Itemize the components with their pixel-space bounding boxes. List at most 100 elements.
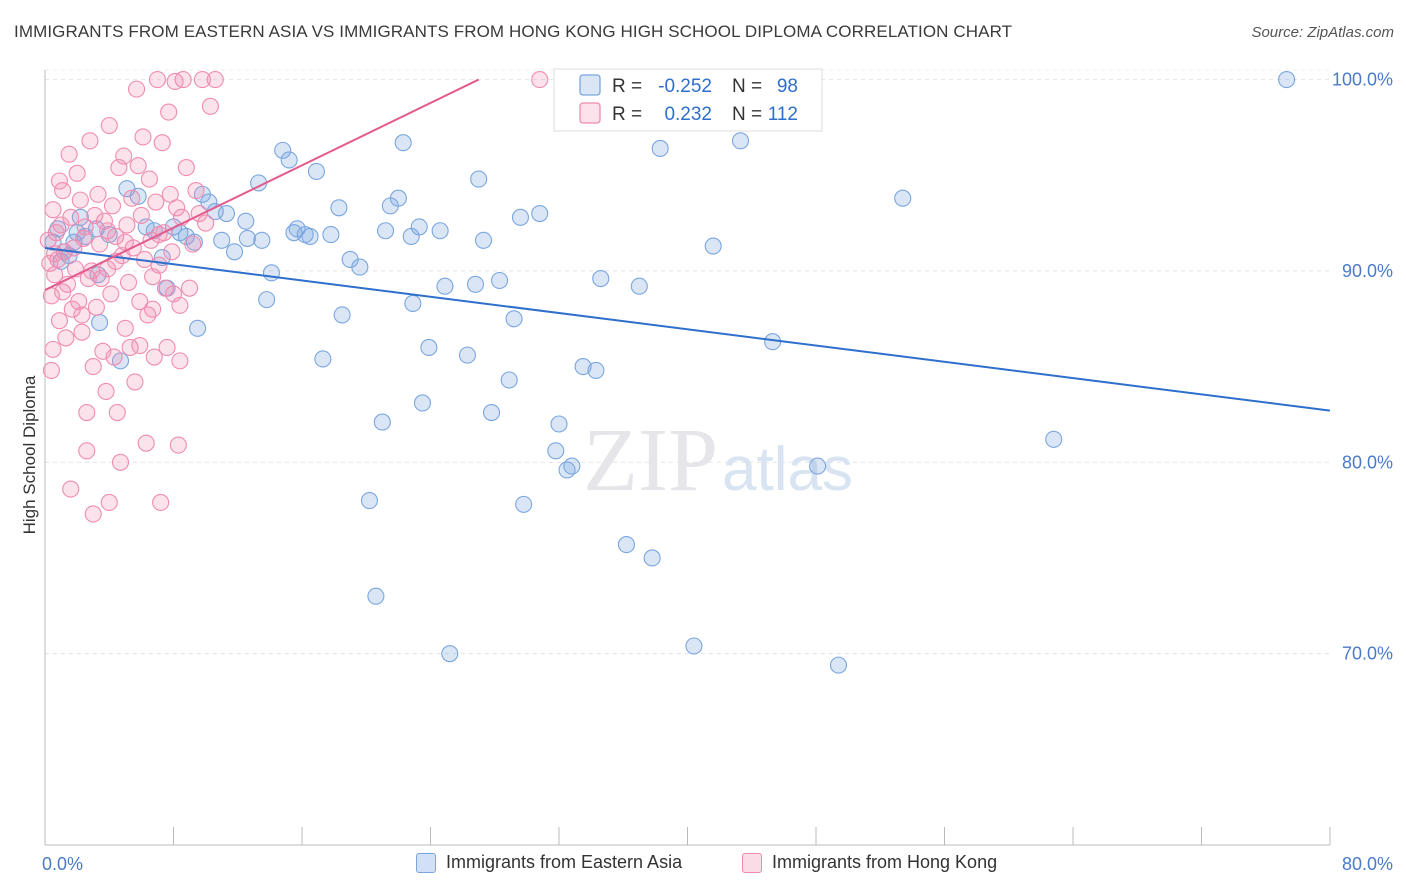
hong-kong-point — [57, 329, 75, 347]
eastern-asia-point — [351, 258, 369, 276]
legend-stats-swatch — [579, 74, 601, 96]
watermark-zip: ZIP — [583, 411, 718, 510]
eastern-asia-point — [651, 139, 669, 158]
hong-kong-point — [160, 103, 178, 121]
legend-r-value: -0.252 — [658, 76, 712, 97]
hong-kong-point — [177, 159, 195, 177]
eastern-asia-point — [420, 338, 438, 357]
eastern-asia-point — [587, 361, 605, 379]
eastern-asia-point — [280, 151, 298, 169]
hong-kong-point — [95, 212, 113, 230]
hong-kong-point — [144, 268, 162, 286]
hong-kong-point — [84, 505, 102, 523]
eastern-asia-point — [71, 208, 89, 226]
eastern-asia-point — [731, 132, 750, 150]
hong-kong-point — [168, 199, 186, 217]
watermark-atlas: atlas — [722, 435, 853, 504]
legend-label-eastern-asia: Immigrants from Eastern Asia — [446, 852, 683, 872]
hong-kong-point — [129, 157, 147, 175]
legend-swatch-blue — [416, 852, 436, 873]
hong-kong-point — [147, 193, 165, 211]
eastern-asia-point — [376, 222, 395, 240]
hong-kong-point — [84, 358, 102, 376]
gridlines — [45, 69, 1330, 655]
eastern-asia-point — [431, 222, 449, 240]
hong-kong-point — [169, 436, 187, 454]
eastern-asia-point — [704, 237, 722, 255]
hong-kong-point — [76, 218, 94, 236]
eastern-asia-point — [129, 187, 147, 205]
hong-kong-point — [54, 182, 72, 200]
hong-kong-point — [145, 348, 163, 366]
hong-kong-point — [174, 71, 192, 89]
eastern-asia-point — [550, 415, 568, 433]
hong-kong-point — [73, 306, 91, 324]
legend-stats-swatch — [579, 102, 601, 124]
eastern-asia-point — [367, 587, 385, 605]
eastern-asia-point — [470, 170, 488, 188]
hong-kong-point — [152, 493, 170, 512]
hong-kong-point — [171, 352, 189, 370]
hong-kong-point — [60, 145, 78, 163]
eastern-asia-point — [301, 227, 319, 246]
y-tick-label: 70.0% — [1342, 644, 1393, 664]
eastern-asia-point — [515, 495, 533, 513]
legend-n-value: 112 — [768, 104, 798, 125]
eastern-asia-point — [505, 310, 523, 328]
eastern-asia-point — [500, 371, 518, 389]
eastern-asia-point — [630, 277, 648, 295]
hong-kong-point — [206, 71, 224, 89]
eastern-asia-point — [617, 536, 636, 554]
eastern-asia-point — [685, 637, 703, 655]
hong-kong-point — [184, 235, 202, 253]
legend-item-hong-kong: Immigrants from Hong Kong — [742, 852, 997, 873]
legend-r-value: 0.232 — [664, 104, 712, 125]
legend-label-hong-kong: Immigrants from Hong Kong — [772, 852, 998, 872]
eastern-asia-point — [333, 306, 351, 324]
hong-kong-point — [44, 201, 62, 219]
hong-kong-point — [105, 348, 123, 366]
hong-kong-point — [131, 292, 149, 311]
legend-r-label: R = — [612, 104, 642, 125]
hong-kong-point — [531, 71, 549, 89]
hong-kong-point — [100, 116, 118, 135]
eastern-asia-point — [213, 231, 231, 249]
hong-kong-point — [181, 279, 199, 297]
eastern-asia-point — [592, 270, 610, 288]
hong-kong-point — [197, 214, 215, 232]
hong-kong-point — [148, 71, 166, 89]
hong-kong-point — [131, 337, 149, 355]
hong-kong-point — [144, 300, 162, 318]
legend-n-value: 98 — [777, 76, 798, 97]
hong-kong-point — [193, 71, 211, 89]
hong-kong-point — [111, 453, 130, 471]
hong-kong-point — [89, 185, 107, 203]
hong-kong-trend-line — [44, 78, 480, 291]
hong-kong-point — [62, 480, 80, 498]
eastern-asia-point — [237, 212, 255, 230]
eastern-asia-point — [389, 189, 407, 207]
hong-kong-point — [115, 147, 133, 165]
hong-kong-point — [78, 403, 96, 422]
eastern-asia-point — [373, 413, 391, 431]
eastern-asia-point — [474, 231, 493, 249]
hong-kong-point — [128, 80, 146, 98]
eastern-asia-point — [189, 319, 207, 337]
hong-kong-point — [44, 340, 62, 358]
eastern-asia-point — [238, 229, 256, 247]
eastern-asia-point — [547, 442, 565, 460]
hong-kong-point — [97, 382, 115, 401]
hong-kong-point — [137, 434, 155, 452]
eastern-asia-point — [466, 275, 485, 293]
hong-kong-point — [71, 191, 89, 209]
legend-n-label: N = — [732, 104, 762, 125]
eastern-asia-point — [258, 291, 276, 309]
eastern-asia-point — [531, 204, 549, 223]
legend-series: Immigrants from Eastern Asia Immigrants … — [0, 852, 1406, 878]
hong-kong-point — [42, 361, 60, 379]
hong-kong-point — [92, 270, 110, 288]
hong-kong-point — [163, 243, 181, 261]
legend-n-label: N = — [732, 76, 762, 97]
hong-kong-point — [78, 442, 96, 460]
hong-kong-point — [103, 197, 122, 215]
